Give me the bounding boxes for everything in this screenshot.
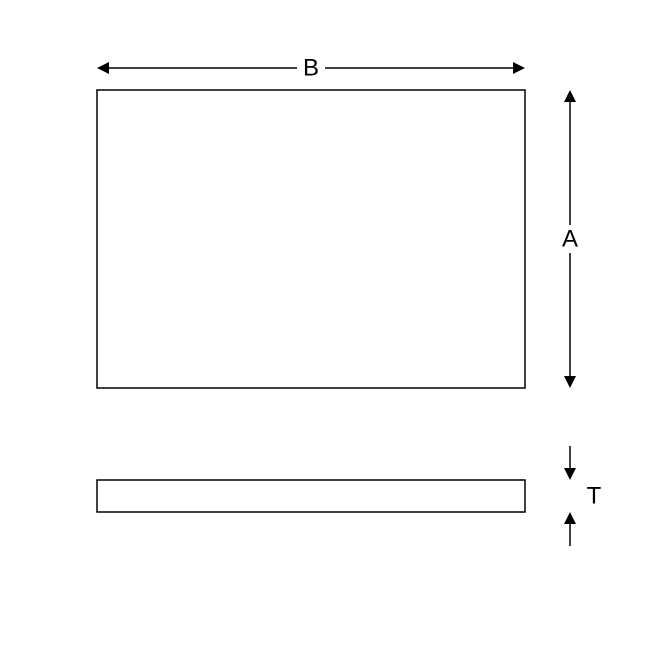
dimension-diagram: B A T <box>0 0 670 670</box>
side-view-rect <box>97 480 525 512</box>
dimension-A-label: A <box>562 225 578 252</box>
dimension-T-label: T <box>587 482 602 509</box>
dimension-T: T <box>564 446 602 546</box>
dimension-B-label: B <box>303 54 319 81</box>
top-view-rect <box>97 90 525 388</box>
dimension-A: A <box>562 90 578 388</box>
dimension-B: B <box>97 54 525 81</box>
